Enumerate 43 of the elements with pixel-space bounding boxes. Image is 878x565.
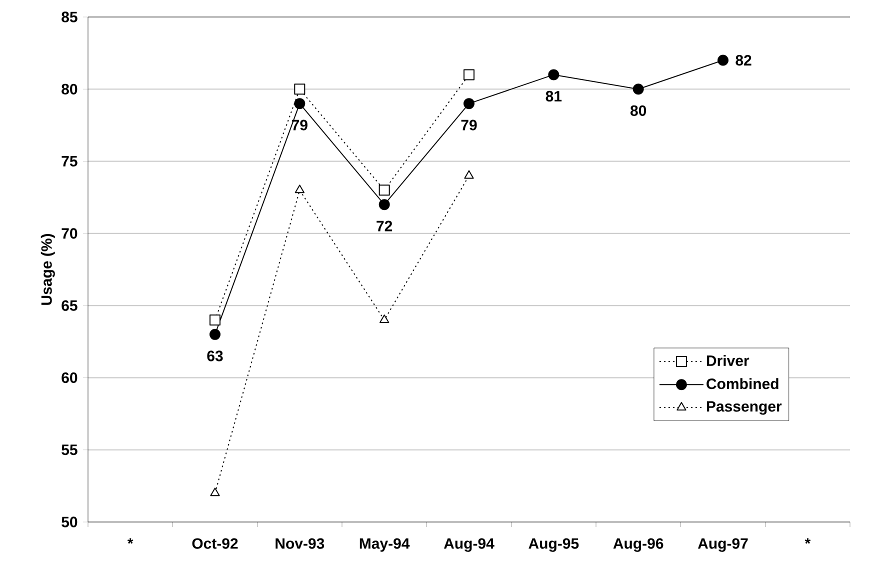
y-tick-label: 60 bbox=[62, 372, 78, 384]
legend-label: Driver bbox=[706, 354, 750, 366]
point bbox=[210, 328, 220, 340]
point bbox=[378, 184, 390, 196]
point bbox=[464, 170, 474, 179]
point bbox=[632, 84, 644, 95]
data-label: 72 bbox=[376, 220, 392, 232]
x-tick-label: * bbox=[804, 538, 811, 544]
x-tick-label: Nov-93 bbox=[276, 538, 324, 549]
y-axis-title: Usage (%) bbox=[40, 234, 55, 305]
x-tick-label: Aug-96 bbox=[613, 538, 664, 552]
point bbox=[294, 84, 306, 95]
x-tick-label: Aug-95 bbox=[528, 538, 579, 552]
point bbox=[380, 314, 390, 323]
data-label: 81 bbox=[546, 90, 562, 102]
point bbox=[718, 54, 729, 66]
x-tick-label: Aug-97 bbox=[698, 538, 748, 552]
point bbox=[548, 69, 560, 80]
y-tick-label: 65 bbox=[62, 300, 78, 311]
x-tick-label: May-94 bbox=[360, 538, 410, 552]
y-tick-label: 50 bbox=[62, 516, 78, 528]
point bbox=[294, 98, 306, 110]
data-label: 80 bbox=[630, 105, 646, 116]
point bbox=[464, 69, 475, 80]
x-tick-label: Aug-94 bbox=[444, 538, 494, 552]
point bbox=[294, 184, 304, 194]
y-tick-label: 80 bbox=[62, 84, 78, 94]
data-label: 82 bbox=[736, 54, 752, 66]
data-label: 79 bbox=[292, 120, 308, 130]
x-tick-label: * bbox=[127, 538, 134, 544]
x-tick-label: Oct-92 bbox=[192, 538, 238, 549]
point bbox=[210, 488, 220, 496]
legend-label: Combined bbox=[706, 378, 778, 390]
y-tick-label: 55 bbox=[62, 444, 78, 456]
y-tick-label: 75 bbox=[62, 156, 78, 167]
legend-label: Passenger bbox=[706, 401, 782, 415]
data-label: 79 bbox=[461, 120, 477, 130]
data-label: 63 bbox=[207, 350, 223, 362]
y-tick-label: 85 bbox=[62, 12, 78, 22]
point bbox=[210, 314, 220, 326]
y-tick-label: 70 bbox=[62, 228, 78, 239]
point bbox=[464, 98, 475, 110]
point bbox=[378, 199, 390, 210]
